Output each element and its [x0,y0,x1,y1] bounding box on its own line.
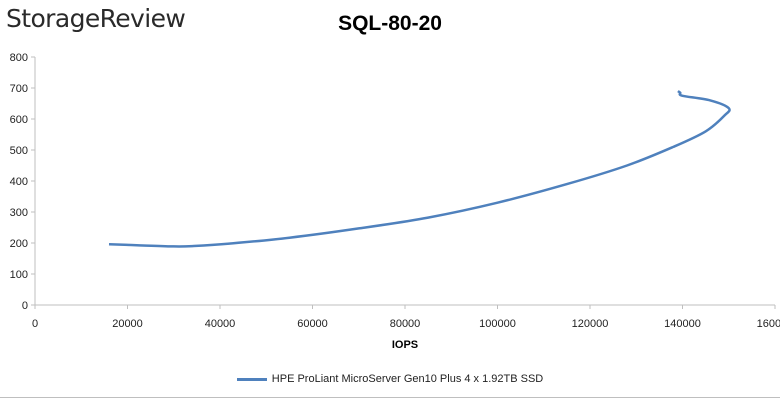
y-tick-label: 500 [10,145,28,157]
series-line [108,90,731,248]
y-tick-label: 200 [10,238,28,250]
chart-frame-divider [0,397,780,398]
legend-label: HPE ProLiant MicroServer Gen10 Plus 4 x … [271,373,544,385]
y-tick-label: 100 [10,269,28,281]
x-tick-label: 80000 [390,318,421,330]
storagereview-logo: StorageReview [6,4,186,33]
y-tick-label: 0 [22,300,28,312]
y-tick-label: 600 [10,114,28,126]
x-tick-label: 60000 [297,318,328,330]
x-tick-label: 160000 [757,318,780,330]
legend: HPE ProLiant MicroServer Gen10 Plus 4 x … [0,373,780,385]
y-tick-label: 300 [10,207,28,219]
y-tick-label: 400 [10,176,28,188]
x-tick-label: 0 [32,318,38,330]
x-tick-label: 40000 [205,318,236,330]
x-axis-label: IOPS [392,339,418,351]
x-tick-label: 120000 [572,318,609,330]
x-tick-label: 140000 [664,318,701,330]
y-tick-label: 700 [10,83,28,95]
chart-title: SQL-80-20 [338,12,442,35]
x-tick-label: 100000 [479,318,516,330]
legend-swatch [236,377,267,381]
x-tick-label: 20000 [112,318,143,330]
y-tick-label: 800 [10,52,28,64]
